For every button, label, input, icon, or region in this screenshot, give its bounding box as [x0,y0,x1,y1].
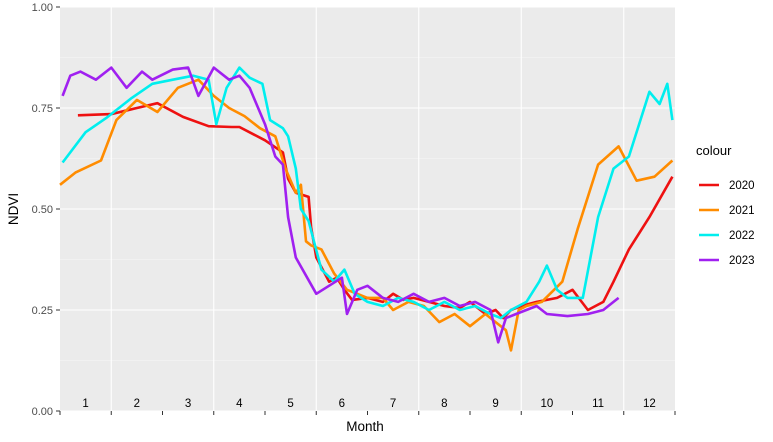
month-label: 8 [441,398,447,410]
month-label: 2 [134,398,140,410]
month-labels: 1 2 3 4 5 6 7 8 9 10 11 12 [82,398,655,410]
y-tick-label: 0.25 [32,305,53,317]
grid-major [60,6,675,412]
y-tick-label: 0.50 [32,204,53,216]
month-label: 12 [643,398,656,410]
legend-label-2023: 2023 [729,255,755,267]
grid-minor [60,57,675,361]
month-label: 9 [492,398,498,410]
y-axis-title: NDVI [6,193,21,225]
legend-label-2022: 2022 [729,230,755,242]
month-label: 3 [185,398,191,410]
y-tick-label: 1.00 [32,2,53,14]
x-axis [59,411,676,415]
y-tick-label: 0.00 [32,406,53,418]
series-layer [59,66,674,352]
month-label: 4 [236,398,243,410]
month-label: 10 [540,398,553,410]
legend: colour 2020 2021 2022 2023 [696,143,755,267]
legend-title: colour [696,143,732,158]
month-label: 6 [339,398,345,410]
series-line-2023 [61,66,620,344]
series-line-2021 [59,78,674,352]
legend-label-2020: 2020 [729,180,755,192]
month-label: 1 [82,398,88,410]
y-axis: 0.00 0.25 0.50 0.75 1.00 [32,2,60,418]
series-line-2020 [77,101,674,320]
month-label: 11 [592,398,604,410]
y-tick-label: 0.75 [32,103,53,115]
month-label: 5 [287,398,293,410]
month-label: 7 [390,398,396,410]
legend-label-2021: 2021 [729,205,755,217]
series-line-2022 [61,66,674,320]
x-axis-title: Month [346,419,384,434]
